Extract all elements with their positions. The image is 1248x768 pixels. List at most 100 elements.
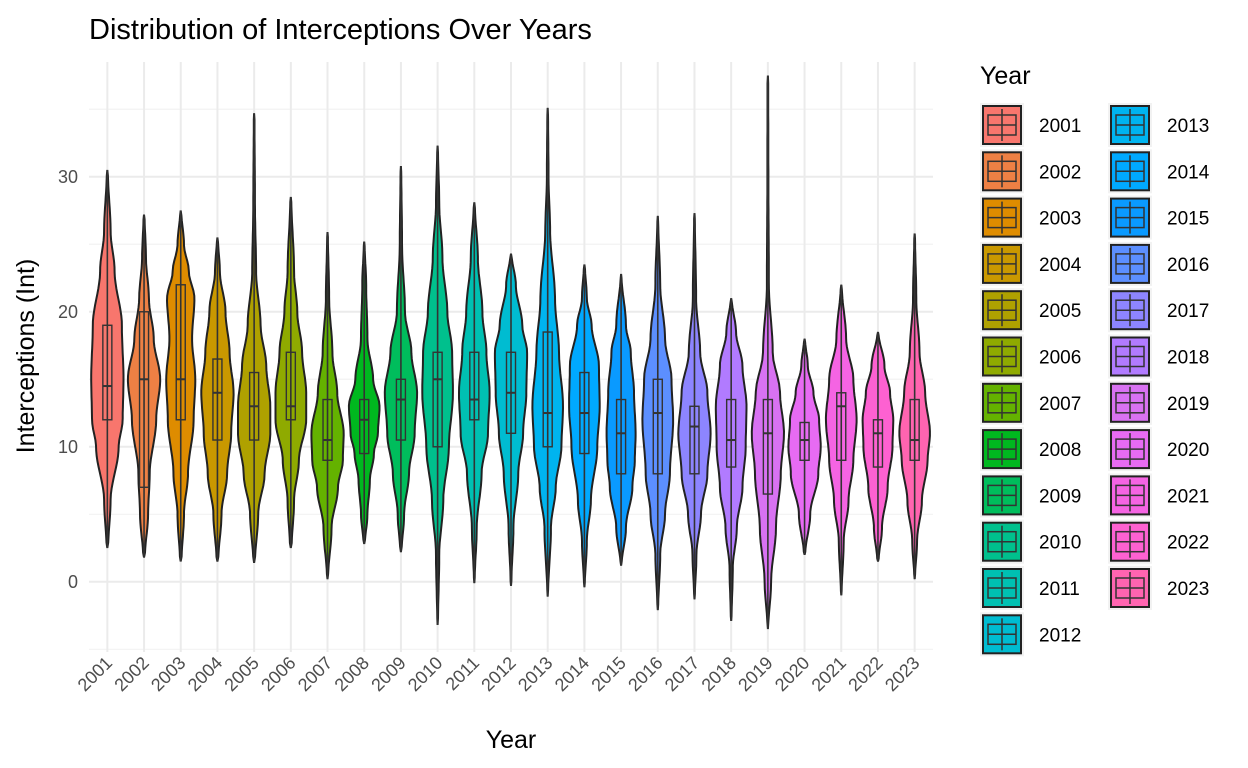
box-iqr	[212, 358, 223, 441]
violin-2001	[90, 169, 125, 549]
legend-item-2017: 2017	[1108, 288, 1209, 333]
legend-label: 2022	[1167, 533, 1209, 554]
violin-2002	[126, 214, 162, 558]
legend-item-2006: 2006	[980, 334, 1081, 379]
legend-label: 2019	[1167, 394, 1209, 415]
box-iqr	[285, 351, 297, 421]
violin-2023	[898, 233, 931, 580]
x-tick-label: 2014	[551, 653, 593, 695]
legend-label: 2001	[1039, 116, 1081, 137]
violin-2021	[824, 284, 858, 596]
x-tick-label: 2020	[771, 653, 813, 695]
legend-label: 2014	[1167, 162, 1210, 183]
x-tick-label: 2007	[294, 653, 336, 695]
box-iqr	[542, 331, 553, 448]
legend-item-2003: 2003	[980, 195, 1081, 240]
legend-item-2016: 2016	[1108, 241, 1209, 286]
violin-2008	[347, 241, 381, 545]
violin-2015	[605, 273, 637, 566]
legend-item-2008: 2008	[980, 427, 1081, 472]
violin-2007	[310, 232, 345, 580]
legend-title: Year	[980, 62, 1031, 90]
x-axis-title: Year	[486, 726, 537, 754]
legend-label: 2011	[1039, 579, 1080, 600]
x-tick-label: 2016	[624, 653, 666, 695]
legend-item-2022: 2022	[1108, 519, 1209, 564]
box-iqr	[175, 284, 186, 421]
violin-2010	[421, 145, 454, 626]
legend-label: 2018	[1167, 348, 1209, 369]
legend-label: 2023	[1167, 579, 1209, 600]
violin-2004	[200, 237, 235, 562]
x-tick-label: 2011	[442, 653, 484, 695]
box-iqr	[395, 378, 407, 441]
y-tick-label: 20	[58, 302, 78, 322]
x-tick-label: 2013	[514, 653, 556, 695]
x-tick-label: 2022	[844, 653, 886, 695]
legend-label: 2016	[1167, 255, 1209, 276]
legend-label: 2009	[1039, 486, 1081, 507]
x-tick-label: 2002	[110, 653, 152, 695]
violin-2022	[861, 331, 895, 562]
box-iqr	[469, 351, 480, 421]
box-iqr	[138, 311, 150, 488]
legend-label: 2006	[1039, 348, 1081, 369]
box-iqr	[652, 378, 663, 475]
x-tick-label: 2008	[331, 653, 373, 695]
violin-2016	[641, 215, 675, 611]
violin-2017	[677, 213, 712, 600]
legend-item-2009: 2009	[980, 473, 1081, 518]
x-axis-ticks: 2001200220032004200520062007200820092010…	[74, 653, 924, 695]
legend-item-2021: 2021	[1108, 473, 1209, 518]
violins	[90, 75, 931, 630]
legend-item-2002: 2002	[980, 149, 1081, 194]
legend-item-2011: 2011	[980, 566, 1080, 610]
violin-2014	[568, 264, 601, 588]
legend-item-2005: 2005	[980, 288, 1081, 333]
violin-2012	[493, 253, 529, 586]
box-iqr	[872, 419, 884, 468]
legend-label: 2004	[1039, 255, 1082, 276]
y-tick-label: 10	[58, 437, 78, 457]
violin-2018	[714, 298, 748, 621]
x-tick-label: 2021	[808, 653, 850, 695]
violin-2005	[237, 113, 272, 564]
legend-label: 2021	[1167, 486, 1209, 507]
box-iqr	[725, 398, 737, 468]
x-tick-label: 2017	[661, 653, 703, 695]
x-tick-label: 2006	[257, 653, 299, 695]
x-tick-label: 2001	[74, 653, 116, 695]
box-iqr	[615, 398, 627, 475]
violin-2019	[750, 75, 786, 630]
box-iqr	[322, 398, 333, 461]
legend-label: 2008	[1039, 440, 1081, 461]
legend-label: 2002	[1039, 162, 1081, 183]
legend-item-2013: 2013	[1108, 103, 1209, 147]
x-tick-label: 2012	[477, 653, 519, 695]
x-tick-label: 2015	[587, 653, 629, 695]
box-iqr	[432, 351, 443, 448]
x-tick-label: 2003	[147, 653, 189, 695]
legend-label: 2007	[1039, 394, 1081, 415]
y-tick-label: 0	[68, 572, 78, 592]
legend-item-2014: 2014	[1108, 149, 1210, 194]
y-axis-ticks: 0 10 20 30	[58, 167, 78, 592]
chart-title: Distribution of Interceptions Over Years	[89, 14, 592, 46]
violin-2006	[274, 196, 308, 549]
legend-item-2004: 2004	[980, 241, 1082, 286]
legend-label: 2012	[1039, 625, 1081, 646]
legend-item-2018: 2018	[1108, 334, 1209, 379]
legend-label: 2003	[1039, 209, 1081, 230]
legend-item-2019: 2019	[1108, 380, 1209, 425]
x-tick-label: 2019	[734, 653, 776, 695]
legend-label: 2005	[1039, 301, 1081, 322]
violin-2020	[787, 338, 822, 556]
legend-label: 2015	[1167, 209, 1209, 230]
legend-item-2020: 2020	[1108, 427, 1209, 472]
box-iqr	[909, 398, 920, 461]
legend-item-2015: 2015	[1108, 195, 1209, 240]
box-iqr	[836, 392, 847, 461]
legend-label: 2010	[1039, 533, 1081, 554]
y-tick-label: 30	[58, 167, 78, 187]
box-iqr	[102, 324, 113, 421]
